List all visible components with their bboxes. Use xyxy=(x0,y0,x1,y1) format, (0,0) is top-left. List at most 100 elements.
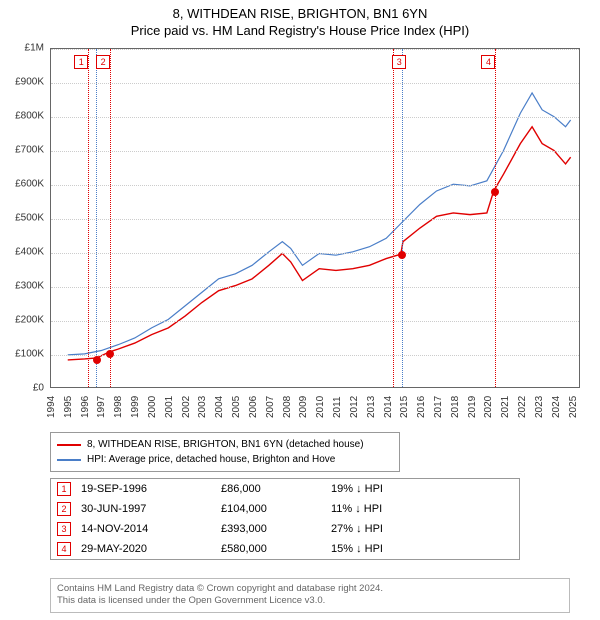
y-axis: £0£100K£200K£300K£400K£500K£600K£700K£80… xyxy=(0,48,48,388)
x-tick-label: 2023 xyxy=(534,396,545,418)
sale-price: £104,000 xyxy=(221,503,321,515)
sale-date: 29-MAY-2020 xyxy=(81,543,211,555)
sale-price: £393,000 xyxy=(221,523,321,535)
sale-price: £580,000 xyxy=(221,543,321,555)
sale-delta: 27% ↓ HPI xyxy=(331,523,431,535)
sale-row: 119-SEP-1996£86,00019% ↓ HPI xyxy=(51,479,519,499)
attribution-line1: Contains HM Land Registry data © Crown c… xyxy=(57,583,563,595)
attribution-line2: This data is licensed under the Open Gov… xyxy=(57,595,563,607)
y-tick-label: £1M xyxy=(25,43,44,54)
sale-row: 230-JUN-1997£104,00011% ↓ HPI xyxy=(51,499,519,519)
sale-delta: 15% ↓ HPI xyxy=(331,543,431,555)
x-axis: 1994199519961997199819992000200120022003… xyxy=(50,390,580,438)
chart-container: 8, WITHDEAN RISE, BRIGHTON, BN1 6YN Pric… xyxy=(0,0,600,620)
x-tick-label: 1998 xyxy=(113,396,124,418)
legend-item: 8, WITHDEAN RISE, BRIGHTON, BN1 6YN (det… xyxy=(57,437,393,452)
y-tick-label: £300K xyxy=(15,281,44,292)
x-tick-label: 1995 xyxy=(63,396,74,418)
x-tick-label: 2019 xyxy=(467,396,478,418)
gridline xyxy=(51,287,579,288)
legend: 8, WITHDEAN RISE, BRIGHTON, BN1 6YN (det… xyxy=(50,432,400,472)
x-tick-label: 2007 xyxy=(265,396,276,418)
x-tick-label: 2017 xyxy=(433,396,444,418)
legend-swatch xyxy=(57,444,81,446)
y-tick-label: £600K xyxy=(15,179,44,190)
x-tick-label: 2009 xyxy=(298,396,309,418)
x-tick-label: 2002 xyxy=(181,396,192,418)
x-tick-label: 2016 xyxy=(416,396,427,418)
legend-label: HPI: Average price, detached house, Brig… xyxy=(87,452,335,467)
sale-date: 19-SEP-1996 xyxy=(81,483,211,495)
title-block: 8, WITHDEAN RISE, BRIGHTON, BN1 6YN Pric… xyxy=(0,0,600,40)
y-tick-label: £0 xyxy=(33,383,44,394)
event-vline xyxy=(88,49,89,387)
x-tick-label: 2015 xyxy=(399,396,410,418)
x-tick-label: 2020 xyxy=(483,396,494,418)
chart-svg xyxy=(51,49,579,387)
x-tick-label: 1996 xyxy=(80,396,91,418)
x-tick-label: 2010 xyxy=(315,396,326,418)
x-tick-label: 1994 xyxy=(46,396,57,418)
y-tick-label: £800K xyxy=(15,111,44,122)
x-tick-label: 2022 xyxy=(517,396,528,418)
sale-point xyxy=(398,251,406,259)
gridline xyxy=(51,253,579,254)
event-vline xyxy=(96,49,97,387)
event-marker: 4 xyxy=(481,55,495,69)
legend-swatch xyxy=(57,459,81,461)
event-marker: 2 xyxy=(96,55,110,69)
sale-row: 4 29-MAY-2020 £580,000 15% ↓ HPI xyxy=(51,539,519,559)
x-tick-label: 2018 xyxy=(450,396,461,418)
sale-date: 30-JUN-1997 xyxy=(81,503,211,515)
gridline xyxy=(51,355,579,356)
y-tick-label: £500K xyxy=(15,213,44,224)
sales-table: 119-SEP-1996£86,00019% ↓ HPI230-JUN-1997… xyxy=(50,478,520,560)
event-vline xyxy=(495,49,496,387)
gridline xyxy=(51,321,579,322)
x-tick-label: 2000 xyxy=(147,396,158,418)
y-tick-label: £400K xyxy=(15,247,44,258)
sale-point xyxy=(491,188,499,196)
event-vline xyxy=(110,49,111,387)
gridline xyxy=(51,151,579,152)
gridline xyxy=(51,219,579,220)
attribution: Contains HM Land Registry data © Crown c… xyxy=(50,578,570,613)
sale-marker: 3 xyxy=(57,522,71,536)
sale-marker: 4 xyxy=(57,542,71,556)
legend-item: HPI: Average price, detached house, Brig… xyxy=(57,452,393,467)
gridline xyxy=(51,83,579,84)
x-tick-label: 2008 xyxy=(282,396,293,418)
x-tick-label: 2025 xyxy=(568,396,579,418)
sale-marker: 2 xyxy=(57,502,71,516)
sale-point xyxy=(106,350,114,358)
plot-area: 1234 xyxy=(50,48,580,388)
sale-date: 14-NOV-2014 xyxy=(81,523,211,535)
y-tick-label: £200K xyxy=(15,315,44,326)
y-tick-label: £700K xyxy=(15,145,44,156)
sale-point xyxy=(93,356,101,364)
sale-row: 3 14-NOV-2014 £393,000 27% ↓ HPI xyxy=(51,519,519,539)
legend-label: 8, WITHDEAN RISE, BRIGHTON, BN1 6YN (det… xyxy=(87,437,364,452)
x-tick-label: 2001 xyxy=(164,396,175,418)
x-tick-label: 2021 xyxy=(500,396,511,418)
x-tick-label: 1999 xyxy=(130,396,141,418)
gridline xyxy=(51,185,579,186)
y-tick-label: £100K xyxy=(15,349,44,360)
gridline xyxy=(51,117,579,118)
x-tick-label: 2013 xyxy=(366,396,377,418)
x-tick-label: 2004 xyxy=(214,396,225,418)
x-tick-label: 2024 xyxy=(551,396,562,418)
sale-delta: 19% ↓ HPI xyxy=(331,483,431,495)
event-vline xyxy=(402,49,403,387)
event-marker: 3 xyxy=(392,55,406,69)
title-address: 8, WITHDEAN RISE, BRIGHTON, BN1 6YN xyxy=(0,6,600,23)
x-tick-label: 1997 xyxy=(96,396,107,418)
y-tick-label: £900K xyxy=(15,77,44,88)
gridline xyxy=(51,49,579,50)
x-tick-label: 2003 xyxy=(197,396,208,418)
x-tick-label: 2006 xyxy=(248,396,259,418)
x-tick-label: 2005 xyxy=(231,396,242,418)
x-tick-label: 2011 xyxy=(332,396,343,418)
x-tick-label: 2012 xyxy=(349,396,360,418)
sale-price: £86,000 xyxy=(221,483,321,495)
